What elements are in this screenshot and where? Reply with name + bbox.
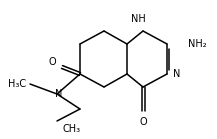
Text: O: O: [48, 57, 56, 67]
Text: CH₃: CH₃: [63, 124, 81, 134]
Text: H₃C: H₃C: [8, 79, 26, 89]
Text: N: N: [173, 69, 181, 79]
Text: NH₂: NH₂: [188, 39, 206, 49]
Text: O: O: [139, 117, 147, 127]
Text: NH: NH: [131, 14, 145, 24]
Text: N: N: [55, 89, 63, 99]
